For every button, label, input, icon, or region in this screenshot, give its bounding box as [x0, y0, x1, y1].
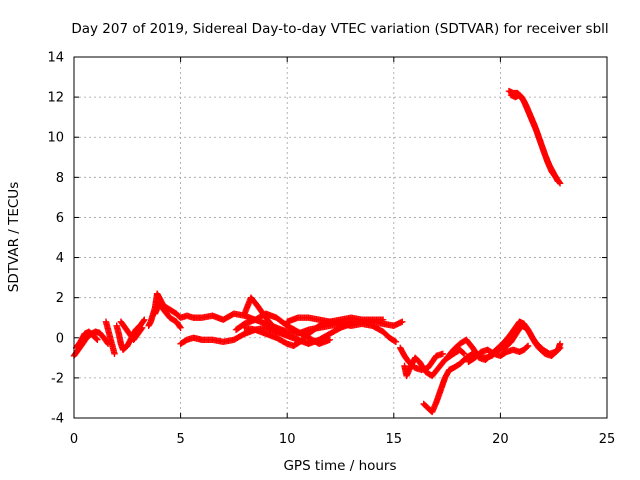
data-point	[460, 349, 467, 357]
data-point	[138, 325, 145, 332]
data-point	[524, 342, 532, 349]
y-tick-label: 2	[56, 291, 64, 306]
data-point	[392, 338, 400, 345]
data-point	[556, 345, 563, 352]
data-points	[70, 87, 564, 416]
data-point	[177, 324, 184, 331]
data-point	[140, 317, 147, 324]
data-point	[399, 318, 406, 325]
y-tick-label: 6	[56, 211, 64, 226]
x-tick-label: 15	[386, 432, 403, 447]
data-point	[111, 350, 118, 358]
plot-frame	[73, 56, 608, 419]
data-point	[347, 320, 355, 327]
data-point	[139, 324, 146, 331]
data-point	[141, 316, 148, 323]
chart-title: Day 207 of 2019, Sidereal Day-to-day VTE…	[71, 21, 608, 37]
data-point	[326, 336, 334, 343]
y-axis-label: SDTVAR / TECUs	[6, 182, 22, 292]
data-point	[93, 335, 100, 343]
data-point	[556, 344, 564, 352]
y-tick-label: 14	[47, 51, 64, 66]
y-tick-label: 8	[56, 171, 64, 186]
data-point	[460, 350, 468, 358]
data-point	[439, 350, 447, 358]
data-point	[176, 323, 184, 330]
data-point	[379, 316, 387, 323]
y-tick-label: 4	[56, 251, 64, 266]
data-point	[554, 178, 562, 185]
x-tick-label: 0	[70, 432, 78, 447]
x-tick-label: 20	[492, 432, 509, 447]
x-tick-label: 25	[599, 432, 616, 447]
data-point	[94, 336, 101, 343]
data-point	[391, 337, 399, 345]
x-tick-label: 10	[279, 432, 296, 447]
data-point	[524, 343, 531, 350]
y-tick-label: -2	[51, 371, 64, 386]
y-tick-label: 10	[47, 131, 64, 146]
grid-lines	[74, 57, 607, 418]
y-tick-label: 12	[47, 91, 64, 106]
y-tick-label: -4	[51, 412, 64, 427]
axis-ticks: 0 5 10 15 20 25 -4 -2 0 2 4 6 8 10 12 14	[47, 51, 615, 448]
x-tick-label: 5	[176, 432, 184, 447]
y-tick-label: 0	[56, 331, 64, 346]
x-axis-label: GPS time / hours	[283, 458, 396, 474]
